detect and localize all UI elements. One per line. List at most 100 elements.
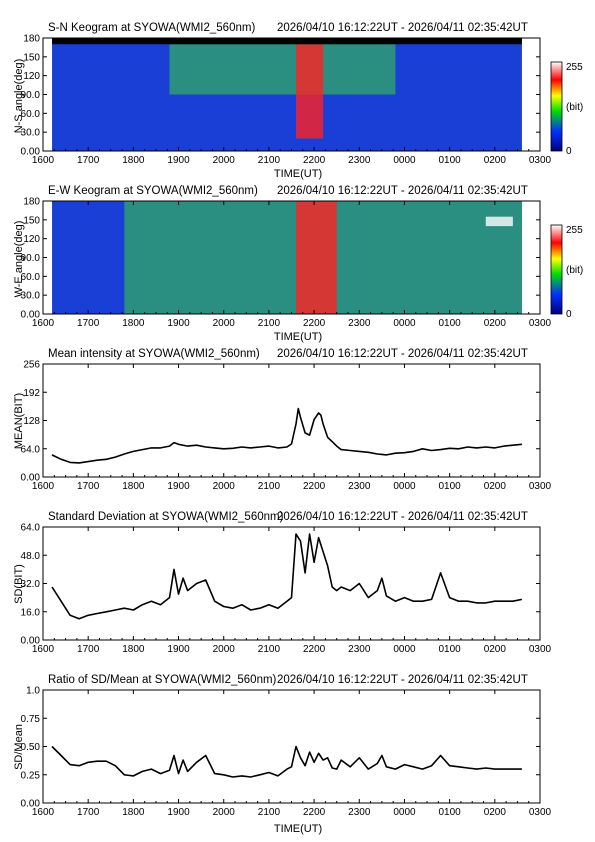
sn-keogram-x-tick-label: 2100 xyxy=(258,155,281,166)
ew-keogram-x-tick-label: 0000 xyxy=(393,318,416,329)
sd-axes-frame xyxy=(42,526,541,641)
mean-x-tick-label: 1700 xyxy=(77,481,100,492)
mean-x-tick-label: 1600 xyxy=(32,481,55,492)
ew-keogram-y-tick-label: 150 xyxy=(23,215,40,226)
ew-keogram-y-tick-label: 60.0 xyxy=(21,272,41,283)
mean-axes-frame xyxy=(42,363,541,478)
sd-y-tick-label: 0.00 xyxy=(21,636,41,647)
sn-keogram-y-tick-label: 60.0 xyxy=(21,109,41,120)
sn-colorbar-scale xyxy=(550,61,563,152)
mean-y-tick-label: 64.0 xyxy=(21,444,41,455)
sd-y-tick-label: 48.0 xyxy=(21,551,41,562)
mean-x-tick-label: 2100 xyxy=(258,481,281,492)
ew-colorbar-max: 255 xyxy=(566,225,583,236)
ratio-x-tick-label: 1800 xyxy=(122,807,145,818)
ratio-y-tick-label: 0.25 xyxy=(21,770,41,781)
mean-time-range: 2026/04/10 16:12:22UT - 2026/04/11 02:35… xyxy=(277,348,528,360)
sd-x-tick-label: 0000 xyxy=(393,644,416,655)
sd-x-tick-label: 1700 xyxy=(77,644,100,655)
mean-ylabel: MEAN(BIT) xyxy=(13,393,25,449)
sn-colorbar-unit: (bit) xyxy=(566,102,583,113)
sn-keogram-time-range: 2026/04/10 16:12:22UT - 2026/04/11 02:35… xyxy=(277,22,528,34)
ratio-y-tick-label: 0.75 xyxy=(21,714,41,725)
ew-colorbar-min: 0 xyxy=(566,309,572,320)
sn-keogram-feature-bright xyxy=(296,44,324,139)
ew-keogram-feature-saturated xyxy=(485,216,513,227)
sn-keogram-plot: 1600 1700 1800 1900 2000 2100 2200 2300 0000 0100… xyxy=(21,34,552,167)
ew-colorbar-unit: (bit) xyxy=(566,265,583,276)
sn-keogram-x-tick-label: 0300 xyxy=(529,155,552,166)
sd-series-line xyxy=(51,533,523,620)
mean-x-tick-label: 1800 xyxy=(122,481,145,492)
ew-keogram-title: E-W Keogram at SYOWA(WMI2_560nm) xyxy=(48,185,258,197)
sd-x-tick-label: 1900 xyxy=(167,644,190,655)
ew-keogram-x-tick-label: 0300 xyxy=(529,318,552,329)
mean-y-tick-label: 0.00 xyxy=(21,473,41,484)
mean-y-tick-label: 192 xyxy=(23,388,40,399)
ratio-y-tick-label: 0.00 xyxy=(21,799,41,810)
ew-keogram-xlabel: TIME(UT) xyxy=(274,331,322,343)
sd-x-tick-label: 0300 xyxy=(529,644,552,655)
ratio-x-tick-label: 0300 xyxy=(529,807,552,818)
sn-keogram-feature-moderate xyxy=(169,38,396,95)
ew-keogram-feature-bright xyxy=(296,201,337,314)
sd-x-tick-label: 1600 xyxy=(32,644,55,655)
sn-keogram-y-tick-label: 120 xyxy=(23,71,40,82)
sn-keogram-y-tick-label: 30.0 xyxy=(21,128,41,139)
sd-x-tick-label: 2300 xyxy=(348,644,371,655)
ratio-y-tick-label: 0.50 xyxy=(21,742,41,753)
ratio-title: Ratio of SD/Mean at SYOWA(WMI2_560nm) xyxy=(48,674,277,686)
mean-series-line xyxy=(51,407,522,464)
sd-x-tick-label: 2100 xyxy=(258,644,281,655)
sd-x-tick-label: 2000 xyxy=(213,644,236,655)
sd-y-tick-label: 32.0 xyxy=(21,579,41,590)
sn-keogram-x-tick-label: 0100 xyxy=(439,155,462,166)
ew-keogram-panel: E-W Keogram at SYOWA(WMI2_560nm) 2026/04… xyxy=(13,185,583,343)
sn-colorbar: 255 (bit) 0 xyxy=(550,61,583,157)
ew-keogram-x-tick-label: 1700 xyxy=(77,318,100,329)
sn-colorbar-max: 255 xyxy=(566,62,583,73)
mean-panel: Mean intensity at SYOWA(WMI2_560nm) 2026… xyxy=(13,348,552,492)
sd-x-tick-label: 1800 xyxy=(122,644,145,655)
sd-panel: Standard Deviation at SYOWA(WMI2_560nm) … xyxy=(13,511,552,655)
mean-title: Mean intensity at SYOWA(WMI2_560nm) xyxy=(48,348,260,360)
ew-keogram-x-tick-label: 2300 xyxy=(348,318,371,329)
ratio-xlabel: TIME(UT) xyxy=(274,823,322,835)
ratio-x-tick-label: 2000 xyxy=(213,807,236,818)
sn-keogram-x-tick-label: 2000 xyxy=(213,155,236,166)
sn-keogram-title: S-N Keogram at SYOWA(WMI2_560nm) xyxy=(48,22,255,34)
ew-keogram-ylabel: W-E angle(deg) xyxy=(13,221,25,298)
ew-keogram-x-tick-label: 1900 xyxy=(167,318,190,329)
ratio-axes-frame xyxy=(42,689,541,804)
mean-y-tick-label: 128 xyxy=(23,416,40,427)
mean-x-tick-label: 2200 xyxy=(303,481,326,492)
ratio-ylabel: SD/Mean xyxy=(13,724,25,770)
sn-keogram-x-tick-label: 0000 xyxy=(393,155,416,166)
mean-x-tick-label: 0300 xyxy=(529,481,552,492)
ew-keogram-x-tick-label: 2200 xyxy=(303,318,326,329)
sd-x-tick-label: 0100 xyxy=(439,644,462,655)
ew-keogram-y-tick-label: 30.0 xyxy=(21,291,41,302)
sn-keogram-y-tick-label: 90.0 xyxy=(21,90,41,101)
ratio-y-tick-label: 1.0 xyxy=(26,686,40,697)
sn-keogram-feature-masked xyxy=(52,38,522,45)
sd-y-tick-label: 64.0 xyxy=(21,523,41,534)
ratio-x-tick-label: 0100 xyxy=(439,807,462,818)
ratio-x-tick-label: 0000 xyxy=(393,807,416,818)
ratio-x-tick-label: 0200 xyxy=(484,807,507,818)
mean-x-tick-label: 0000 xyxy=(393,481,416,492)
ew-keogram-x-tick-label: 1600 xyxy=(32,318,55,329)
ratio-time-range: 2026/04/10 16:12:22UT - 2026/04/11 02:35… xyxy=(277,674,528,686)
sn-keogram-x-tick-label: 2300 xyxy=(348,155,371,166)
ew-keogram-x-tick-label: 2100 xyxy=(258,318,281,329)
ew-colorbar: 255 (bit) 0 xyxy=(550,224,583,320)
ratio-plot: 1600 1700 1800 1900 2000 2100 2200 2300 0000 0100… xyxy=(21,686,552,819)
sd-y-tick-label: 16.0 xyxy=(21,607,41,618)
sd-x-tick-label: 0200 xyxy=(484,644,507,655)
ratio-x-tick-label: 2100 xyxy=(258,807,281,818)
ew-keogram-x-tick-label: 0200 xyxy=(484,318,507,329)
sn-keogram-panel: S-N Keogram at SYOWA(WMI2_560nm) 2026/04… xyxy=(13,22,583,180)
mean-x-tick-label: 2000 xyxy=(213,481,236,492)
sn-keogram-x-tick-label: 0200 xyxy=(484,155,507,166)
sn-keogram-ylabel: N-S angle(deg) xyxy=(13,59,25,134)
